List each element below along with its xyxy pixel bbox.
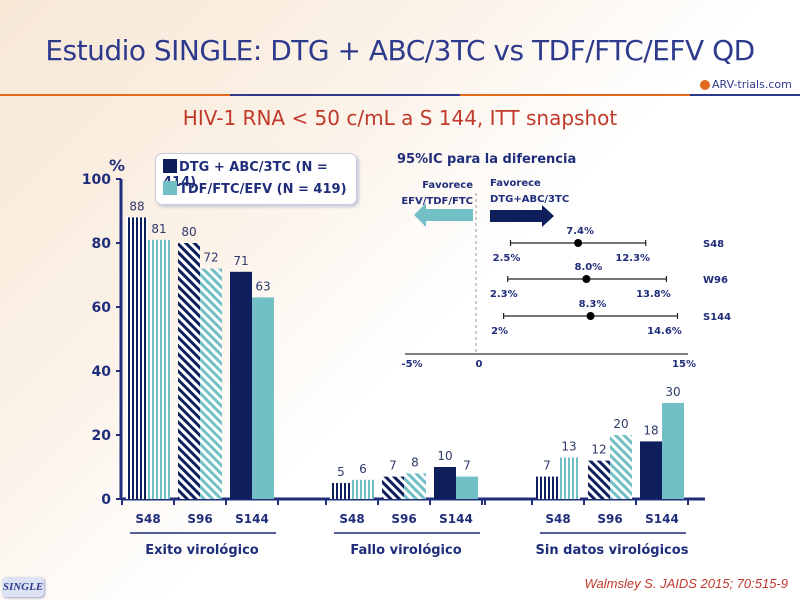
forest-row-label: S48	[703, 239, 724, 250]
x-tick-label: S48	[135, 512, 160, 526]
bar-value-label: 30	[665, 385, 680, 399]
point-estimate	[574, 239, 583, 247]
bar-dtg-s96	[178, 243, 200, 499]
arrow-right-icon	[490, 205, 554, 227]
bar-dtg-s144	[434, 467, 456, 499]
bar-value-label: 13	[561, 439, 576, 453]
bar-value-label: 8	[411, 455, 419, 469]
bar-value-label: 18	[643, 423, 658, 437]
x-tick-label: S144	[439, 512, 473, 526]
study-badge: SINGLE	[2, 577, 44, 597]
y-tick-label: 80	[92, 236, 112, 252]
favours-left-label: EFV/TDF/FTC	[401, 196, 473, 207]
favours-right-label: DTG+ABC/3TC	[490, 194, 569, 205]
slide-subtitle: HIV-1 RNA < 50 c/mL a S 144, ITT snapsho…	[182, 106, 618, 130]
bar-value-label: 80	[181, 225, 196, 239]
bar-dtg-s96	[588, 460, 610, 499]
bar-tdf-s48	[148, 239, 170, 500]
bar-value-label: 12	[591, 443, 606, 457]
point-estimate	[586, 312, 595, 320]
bar-dtg-s144	[640, 441, 662, 499]
x-tick-label: S96	[187, 512, 212, 526]
legend-label-tdf: TDF/FTC/EFV (N = 419)	[179, 182, 347, 197]
bar-dtg-s48	[126, 217, 148, 499]
group-label: Fallo virológico	[350, 543, 461, 558]
legend-swatch-tdf	[163, 181, 177, 195]
x-tick-label: S96	[391, 512, 416, 526]
x-tick-label: S48	[339, 512, 364, 526]
title-divider	[0, 94, 800, 98]
bar-tdf-s144	[662, 403, 684, 499]
arrow-left-icon	[414, 203, 473, 227]
bar-value-label: 63	[255, 279, 270, 293]
y-tick-label: 0	[101, 492, 111, 508]
x-tick-label: S48	[545, 512, 570, 526]
point-estimate	[582, 275, 591, 283]
bar-value-label: 7	[463, 459, 471, 473]
y-tick-label: 20	[92, 428, 112, 444]
bar-value-label: 71	[233, 254, 248, 268]
y-tick-label: 60	[92, 300, 112, 316]
bar-tdf-s96	[610, 435, 632, 499]
bar-value-label: 7	[543, 459, 551, 473]
x-tick-label: S144	[645, 512, 679, 526]
chart-legend: DTG + ABC/3TC (N = 414) TDF/FTC/EFV (N =…	[155, 153, 357, 205]
bar-value-label: 88	[129, 199, 144, 213]
bar-tdf-s48	[558, 457, 580, 499]
forest-x-tick-label: -5%	[401, 359, 422, 370]
y-axis-label: %	[109, 156, 125, 175]
x-tick-label: S144	[235, 512, 269, 526]
bar-value-label: 7	[389, 459, 397, 473]
bar-tdf-s96	[404, 473, 426, 499]
bar-value-label: 20	[613, 417, 628, 431]
ci-high-label: 13.8%	[636, 289, 671, 300]
legend-swatch-dtg	[163, 159, 177, 173]
ci-high-label: 12.3%	[615, 253, 650, 264]
estimate-label: 8.3%	[579, 299, 607, 310]
logo-icon	[700, 80, 710, 90]
bar-value-label: 72	[203, 251, 218, 265]
citation: Walmsley S. JAIDS 2015; 70:515-9	[584, 576, 788, 591]
y-tick-label: 100	[82, 172, 111, 188]
bar-value-label: 81	[151, 222, 166, 236]
forest-x-tick-label: 15%	[672, 359, 696, 370]
bar-dtg-s48	[536, 476, 558, 499]
bar-value-label: 5	[337, 465, 345, 479]
favours-left-label: Favorece	[422, 180, 473, 191]
bar-value-label: 10	[437, 449, 452, 463]
bar-tdf-s144	[252, 297, 274, 499]
bar-tdf-s144	[456, 476, 478, 499]
group-label: Sin datos virológicos	[536, 543, 689, 558]
slide-title: Estudio SINGLE: DTG + ABC/3TC vs TDF/FTC…	[45, 34, 755, 67]
forest-title: 95%IC para la diferencia	[397, 152, 576, 167]
bar-value-label: 6	[359, 462, 367, 476]
arv-trials-logo: ARV-trials.com	[700, 78, 792, 91]
ci-low-label: 2.3%	[490, 289, 518, 300]
estimate-label: 8.0%	[575, 262, 603, 273]
ci-low-label: 2.5%	[493, 253, 521, 264]
bar-tdf-s96	[200, 268, 222, 499]
bar-dtg-s96	[382, 476, 404, 499]
y-tick-label: 40	[92, 364, 112, 380]
estimate-label: 7.4%	[566, 226, 594, 237]
ci-high-label: 14.6%	[647, 326, 682, 337]
forest-x-tick-label: 0	[476, 359, 483, 370]
bar-dtg-s144	[230, 271, 252, 499]
bar-tdf-s48	[352, 479, 374, 499]
forest-row-label: S144	[703, 312, 731, 323]
logo-text: ARV-trials.com	[712, 78, 792, 91]
x-tick-label: S96	[597, 512, 622, 526]
favours-right-label: Favorece	[490, 178, 541, 189]
group-label: Exito virológico	[145, 543, 259, 558]
ci-low-label: 2%	[491, 326, 508, 337]
bar-dtg-s48	[330, 483, 352, 499]
forest-row-label: W96	[703, 275, 728, 286]
